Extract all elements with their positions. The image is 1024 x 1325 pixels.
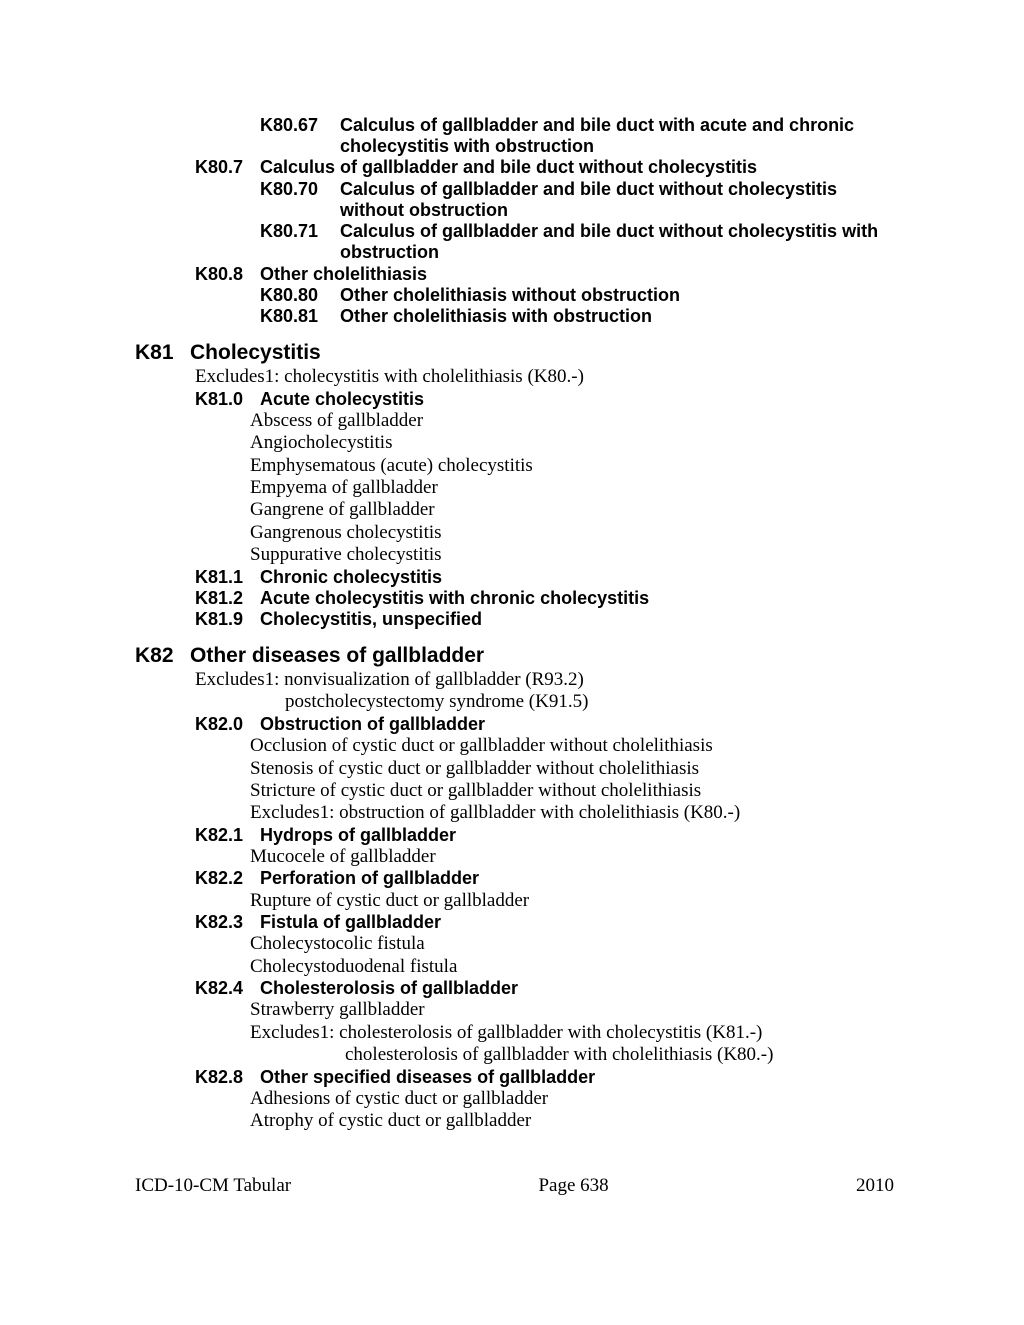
code-label: K82.1	[195, 825, 260, 846]
code-entry: K82.8 Other specified diseases of gallbl…	[195, 1067, 894, 1088]
code-label: K82.0	[195, 714, 260, 735]
inclusion-note: Gangrenous cholecystitis	[250, 522, 894, 544]
code-text: Cholecystitis	[190, 341, 894, 366]
code-label: K81.9	[195, 609, 260, 630]
code-label: K81.0	[195, 389, 260, 410]
inclusion-note: Rupture of cystic duct or gallbladder	[250, 890, 894, 912]
code-entry: K82.0 Obstruction of gallbladder	[195, 714, 894, 735]
footer-center: Page 638	[538, 1175, 608, 1197]
code-label: K81.1	[195, 567, 260, 588]
inclusion-note: Empyema of gallbladder	[250, 477, 894, 499]
inclusion-note: Suppurative cholecystitis	[250, 544, 894, 566]
inclusion-note: Adhesions of cystic duct or gallbladder	[250, 1088, 894, 1110]
inclusion-note: Stenosis of cystic duct or gallbladder w…	[250, 758, 894, 780]
code-label: K81.2	[195, 588, 260, 609]
code-entry: K82.2 Perforation of gallbladder	[195, 868, 894, 889]
inclusion-note: Gangrene of gallbladder	[250, 499, 894, 521]
code-text: Acute cholecystitis with chronic cholecy…	[260, 588, 894, 609]
code-label: K80.8	[195, 264, 260, 285]
document-page: K80.67 Calculus of gallbladder and bile …	[0, 0, 1024, 1325]
code-entry: K80.8 Other cholelithiasis	[195, 264, 894, 285]
code-label: K80.7	[195, 157, 260, 178]
code-text: Cholecystitis, unspecified	[260, 609, 894, 630]
excludes-note: Excludes1: nonvisualization of gallbladd…	[195, 669, 894, 691]
excludes-note: cholesterolosis of gallbladder with chol…	[345, 1044, 894, 1066]
excludes-note: Excludes1: obstruction of gallbladder wi…	[250, 802, 894, 824]
code-entry: K80.81 Other cholelithiasis with obstruc…	[260, 306, 894, 327]
code-entry: K82.1 Hydrops of gallbladder	[195, 825, 894, 846]
code-text: Hydrops of gallbladder	[260, 825, 894, 846]
code-entry: K80.7 Calculus of gallbladder and bile d…	[195, 157, 894, 178]
inclusion-note: Stricture of cystic duct or gallbladder …	[250, 780, 894, 802]
inclusion-note: Emphysematous (acute) cholecystitis	[250, 455, 894, 477]
code-entry: K82.3 Fistula of gallbladder	[195, 912, 894, 933]
code-label: K82.3	[195, 912, 260, 933]
inclusion-note: Occlusion of cystic duct or gallbladder …	[250, 735, 894, 757]
code-label: K80.80	[260, 285, 340, 306]
code-text: Calculus of gallbladder and bile duct wi…	[340, 221, 894, 263]
inclusion-note: Abscess of gallbladder	[250, 410, 894, 432]
code-text: Obstruction of gallbladder	[260, 714, 894, 735]
code-entry: K81.0 Acute cholecystitis	[195, 389, 894, 410]
inclusion-note: Cholecystocolic fistula	[250, 933, 894, 955]
code-label: K82.4	[195, 978, 260, 999]
code-entry: K80.70 Calculus of gallbladder and bile …	[260, 179, 894, 221]
footer-left: ICD-10-CM Tabular	[135, 1175, 291, 1197]
code-text: Calculus of gallbladder and bile duct wi…	[260, 157, 894, 178]
code-entry: K80.71 Calculus of gallbladder and bile …	[260, 221, 894, 263]
code-text: Other cholelithiasis with obstruction	[340, 306, 894, 327]
code-label: K82	[135, 644, 190, 669]
section-heading: K81 Cholecystitis	[135, 341, 894, 366]
code-entry: K81.2 Acute cholecystitis with chronic c…	[195, 588, 894, 609]
code-text: Other specified diseases of gallbladder	[260, 1067, 894, 1088]
code-label: K82.2	[195, 868, 260, 889]
code-entry: K80.67 Calculus of gallbladder and bile …	[260, 115, 894, 157]
code-entry: K82.4 Cholesterolosis of gallbladder	[195, 978, 894, 999]
excludes-note: Excludes1: cholecystitis with cholelithi…	[195, 366, 894, 388]
code-text: Cholesterolosis of gallbladder	[260, 978, 894, 999]
code-label: K80.81	[260, 306, 340, 327]
section-heading: K82 Other diseases of gallbladder	[135, 644, 894, 669]
code-text: Other diseases of gallbladder	[190, 644, 894, 669]
code-entry: K81.9 Cholecystitis, unspecified	[195, 609, 894, 630]
code-label: K80.70	[260, 179, 340, 221]
footer-right: 2010	[856, 1175, 894, 1197]
code-label: K80.71	[260, 221, 340, 263]
inclusion-note: Angiocholecystitis	[250, 432, 894, 454]
code-text: Perforation of gallbladder	[260, 868, 894, 889]
code-label: K80.67	[260, 115, 340, 157]
inclusion-note: Cholecystoduodenal fistula	[250, 956, 894, 978]
page-footer: ICD-10-CM Tabular Page 638 2010	[135, 1175, 894, 1197]
inclusion-note: Mucocele of gallbladder	[250, 846, 894, 868]
code-entry: K81.1 Chronic cholecystitis	[195, 567, 894, 588]
code-label: K82.8	[195, 1067, 260, 1088]
code-entry: K80.80 Other cholelithiasis without obst…	[260, 285, 894, 306]
inclusion-note: Strawberry gallbladder	[250, 999, 894, 1021]
inclusion-note: Atrophy of cystic duct or gallbladder	[250, 1110, 894, 1132]
code-text: Chronic cholecystitis	[260, 567, 894, 588]
code-text: Other cholelithiasis without obstruction	[340, 285, 894, 306]
excludes-note: postcholecystectomy syndrome (K91.5)	[285, 691, 894, 713]
code-text: Calculus of gallbladder and bile duct wi…	[340, 179, 894, 221]
excludes-note: Excludes1: cholesterolosis of gallbladde…	[250, 1022, 894, 1044]
code-text: Other cholelithiasis	[260, 264, 894, 285]
code-text: Fistula of gallbladder	[260, 912, 894, 933]
code-text: Calculus of gallbladder and bile duct wi…	[340, 115, 894, 157]
code-label: K81	[135, 341, 190, 366]
code-text: Acute cholecystitis	[260, 389, 894, 410]
